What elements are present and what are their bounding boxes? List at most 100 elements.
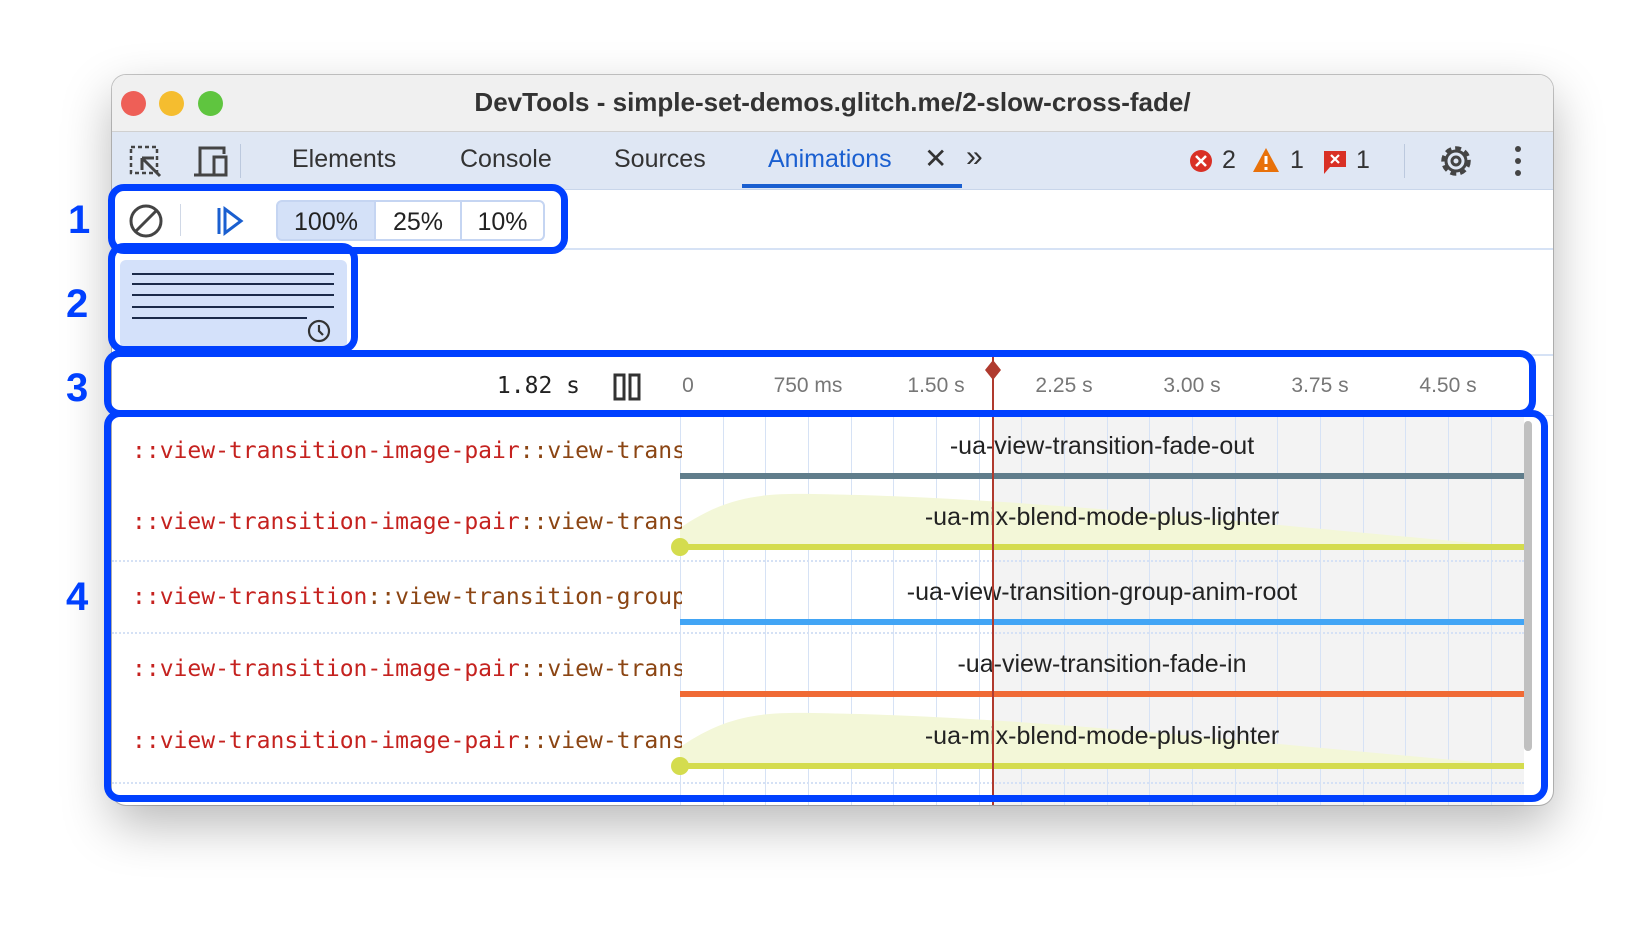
animation-row[interactable]: ::view-transition-image-pair::view-trans… [112,634,1524,706]
animation-timeline: ::view-transition-image-pair::view-trans… [112,416,1553,805]
grid-line [1106,416,1108,805]
close-window-button[interactable] [121,91,146,116]
replay-icon[interactable] [216,206,244,236]
time-tick: 3.00 s [1163,374,1221,397]
selector-part: ::view-transition-image-pair [132,509,520,535]
grid-line [808,416,809,805]
maximize-window-button[interactable] [198,91,223,116]
window-title: DevTools - simple-set-demos.glitch.me/2-… [474,87,1191,117]
animation-bar[interactable] [680,473,1524,479]
selector-part: ::view-transition-old(root) [519,509,682,535]
scrubber-line [992,356,994,805]
warning-count[interactable]: 1 [1290,146,1304,174]
animation-group-preview[interactable] [120,260,347,348]
time-tick: 2.25 s [1035,374,1093,397]
animation-bar[interactable] [680,619,1524,625]
row-separator [112,560,1524,562]
selector-part: ::view-transition [132,584,368,610]
selector-part: ::view-transition-old(root) [519,438,682,464]
grid-line [936,416,937,805]
selector-part: ::view-transition-group(root) [367,584,682,610]
keyframe-handle[interactable] [671,757,689,775]
speed-25-button[interactable]: 25% [374,200,462,241]
annotation-box-1 [108,184,568,254]
speed-10-button[interactable]: 10% [460,200,545,241]
grid-line [1064,416,1065,805]
error-icon[interactable] [1189,149,1213,173]
pause-icon[interactable] [612,372,642,402]
tab-bar: Elements Console Sources Animations ✕ » … [112,132,1553,190]
grid-line [893,416,895,805]
grid-line [1448,416,1449,805]
clock-icon [307,319,331,343]
selector-part: ::view-transition-image-pair [132,438,520,464]
animation-row[interactable]: ::view-transition-image-pair::view-trans… [112,416,1524,486]
clear-all-icon[interactable] [128,203,164,239]
row-separator [112,782,1524,784]
animation-bar[interactable] [680,691,1524,697]
selector-part: ::view-transition-new(root) [519,728,682,754]
selector-part: ::view-transition-new(root) [519,656,682,682]
animation-target-label[interactable]: ::view-transition-image-pair::view-trans… [132,438,682,464]
animations-toolbar: 100% 25% 10% [112,190,1553,250]
animation-name: -ua-view-transition-fade-out [949,432,1255,460]
annotation-number-2: 2 [66,282,89,326]
tab-console[interactable]: Console [460,145,552,173]
time-tick: 750 ms [773,374,843,397]
animation-bar[interactable] [680,763,1524,769]
tab-sources[interactable]: Sources [614,145,706,173]
animation-target-label[interactable]: ::view-transition-image-pair::view-trans… [132,509,682,535]
scrollbar[interactable] [1524,421,1532,751]
time-tick: 3.75 s [1291,374,1349,397]
grid-line [978,416,980,805]
active-tab-indicator [742,184,962,188]
animation-row[interactable]: ::view-transition-image-pair::view-trans… [112,706,1524,784]
close-tab-icon[interactable]: ✕ [924,143,948,174]
grid-line [1362,416,1364,805]
more-tabs-icon[interactable]: » [966,140,983,173]
animation-name: -ua-view-transition-fade-in [957,650,1247,678]
grid-line [1021,416,1023,805]
issues-count[interactable]: 1 [1356,146,1370,174]
annotation-number-1: 1 [68,198,91,242]
grid-line [850,416,852,805]
animation-row[interactable]: ::view-transition::view-transition-group… [112,562,1524,634]
grid-line [765,416,767,805]
grid-line [1490,416,1492,805]
grid-line [1277,416,1279,805]
grid-line [680,416,681,805]
animation-target-label[interactable]: ::view-transition::view-transition-group… [132,584,682,610]
time-tick: 4.50 s [1419,374,1477,397]
annotation-number-3: 3 [66,366,89,410]
error-count[interactable]: 2 [1222,146,1236,174]
annotation-box-3 [104,350,1536,417]
grid-line [1192,416,1193,805]
grid-line [1149,416,1151,805]
easing-curve [680,493,1524,547]
grid-line [1320,416,1321,805]
tab-animations[interactable]: Animations [768,145,892,173]
device-toolbar-icon[interactable] [192,144,232,180]
issues-icon[interactable] [1322,149,1348,175]
minimize-window-button[interactable] [159,91,184,116]
time-tick: 0 [682,374,694,397]
settings-gear-icon[interactable] [1437,142,1475,180]
animation-row[interactable]: ::view-transition-image-pair::view-trans… [112,486,1524,562]
grid-line [1234,416,1236,805]
easing-curve [680,712,1524,766]
grid-line [722,416,724,805]
inspect-element-icon[interactable] [128,144,164,180]
warning-icon[interactable] [1252,147,1280,173]
title-bar: DevTools - simple-set-demos.glitch.me/2-… [112,75,1553,132]
animation-target-label[interactable]: ::view-transition-image-pair::view-trans… [132,728,682,754]
keyframe-handle[interactable] [671,538,689,556]
annotation-box-4 [104,410,1548,802]
more-options-icon[interactable] [1512,144,1524,178]
animation-name: -ua-mix-blend-mode-plus-lighter [924,503,1280,531]
time-tick: 1.50 s [907,374,965,397]
animation-target-label[interactable]: ::view-transition-image-pair::view-trans… [132,656,682,682]
speed-100-button[interactable]: 100% [276,200,376,241]
tab-elements[interactable]: Elements [292,145,397,173]
animation-bar[interactable] [680,544,1524,550]
annotation-number-4: 4 [66,575,89,619]
